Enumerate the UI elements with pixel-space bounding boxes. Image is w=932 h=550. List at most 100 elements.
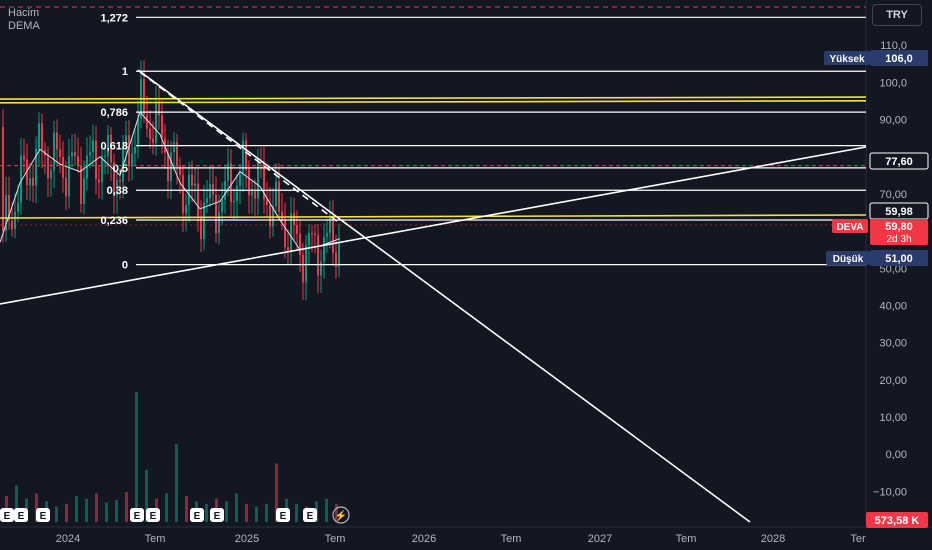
candle-body [152, 138, 154, 143]
y-tick-label: 70,00 [879, 189, 907, 201]
candle-body [35, 148, 37, 186]
candle-body [38, 123, 40, 149]
candle-body [278, 181, 280, 212]
legend-dema[interactable]: DEMA [8, 20, 40, 32]
candle-body [116, 179, 118, 196]
candle-body [290, 213, 292, 252]
current-price-tag: 59,80 [885, 221, 913, 233]
candle-body [221, 199, 223, 213]
candle-body [134, 146, 136, 154]
candle-body [323, 236, 325, 262]
candle-body [8, 195, 10, 221]
x-tick-label: Tem [501, 533, 522, 545]
candle-body [275, 181, 277, 207]
candle-body [260, 162, 262, 164]
volume-bar [75, 496, 78, 522]
candle-body [206, 198, 208, 203]
high-label-text: Yüksek [829, 54, 864, 65]
candle-body [326, 233, 328, 237]
volume-bar [15, 485, 18, 522]
y-tick-label: 20,00 [879, 375, 907, 387]
low-label-text: Düşük [833, 254, 864, 265]
candle-body [74, 152, 76, 157]
x-tick-label: 2027 [588, 533, 612, 545]
low-price-tag: 51,00 [885, 253, 913, 265]
candle-body [332, 216, 334, 253]
candle-body [53, 132, 55, 171]
candle-body [92, 140, 94, 153]
volume-bar [65, 503, 68, 522]
candle-body [167, 152, 169, 182]
candle-body [230, 163, 232, 203]
volume-bar [225, 501, 228, 522]
earnings-marker-label: E [280, 511, 287, 522]
earnings-marker-label: E [150, 511, 157, 522]
candle-body [287, 247, 289, 252]
candle-body [158, 102, 160, 116]
candle-body [173, 142, 175, 152]
alert-price-tag: 77,60 [885, 156, 913, 168]
earnings-marker [14, 508, 28, 522]
y-tick-label: 110,0 [880, 40, 907, 52]
candle-body [254, 191, 256, 199]
candle-body [176, 142, 178, 166]
candle-body [248, 169, 250, 196]
candle-body [143, 78, 145, 115]
symbol-label: DEVA [836, 222, 863, 233]
dividend-icon-glyph: ⚡ [335, 509, 347, 522]
candle-body [32, 178, 34, 186]
legend-volume[interactable]: Hacim [8, 7, 40, 19]
candle-body [110, 134, 112, 163]
candle-body [197, 183, 199, 218]
candle-body [209, 184, 211, 199]
volume-bar [185, 496, 188, 522]
fib-level-label: 0,38 [107, 185, 128, 197]
alert-price-tag-bg [869, 152, 929, 170]
candle-body [77, 156, 79, 166]
candle-body [83, 178, 85, 204]
candle-body [146, 114, 148, 129]
countdown-label: 2d 3h [886, 234, 911, 245]
volume-bar [115, 499, 118, 522]
current-price-tag-bg [870, 219, 928, 245]
earnings-marker [36, 508, 50, 522]
candle-body [80, 165, 82, 204]
fib-level-label: 1,272 [100, 12, 128, 24]
candle-body [47, 155, 49, 179]
x-tick-label: 2025 [235, 533, 259, 545]
candle-body [5, 195, 7, 231]
volume-bar [85, 498, 88, 522]
y-tick-label: 50,00 [879, 263, 907, 275]
candle-body [119, 179, 121, 182]
candle-body [56, 132, 58, 150]
y-tick-label: 10,00 [879, 412, 907, 424]
volume-bar [275, 463, 278, 522]
candle-body [98, 179, 100, 183]
currency-button[interactable]: TRY [872, 4, 922, 26]
x-tick-label: Tem [325, 533, 346, 545]
symbol-label-bg [832, 219, 868, 233]
candle-body [104, 155, 106, 157]
candle-body [293, 213, 295, 226]
candle-body [251, 191, 253, 196]
candle-body [296, 225, 298, 234]
earnings-marker-label: E [307, 511, 314, 522]
volume-bar [235, 493, 238, 522]
earnings-marker-label: E [134, 511, 141, 522]
candle-body [233, 201, 235, 203]
candle-body [128, 135, 130, 167]
fib-level-label: 0,5 [113, 163, 128, 175]
low-label-bg [826, 251, 870, 265]
earnings-marker [146, 508, 160, 522]
candle-body [20, 155, 22, 203]
candle-body [203, 202, 205, 239]
candle-body [314, 233, 316, 235]
candle-body [101, 155, 103, 183]
candle-body [179, 165, 181, 176]
volume-bar [55, 506, 58, 522]
fib-level-label: 0 [122, 260, 128, 272]
earnings-marker [130, 508, 144, 522]
trendline-dashed [139, 71, 339, 223]
candle-body [239, 173, 241, 186]
